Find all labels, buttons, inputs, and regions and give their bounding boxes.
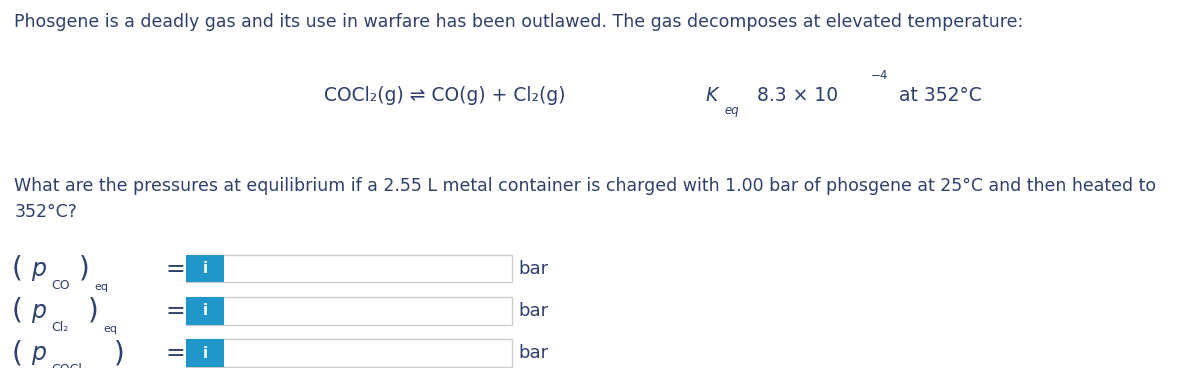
- Text: p: p: [31, 256, 47, 281]
- Text: ): ): [79, 255, 90, 283]
- Text: COCl₂: COCl₂: [52, 363, 88, 368]
- Text: =: =: [166, 256, 185, 281]
- Text: 8.3 × 10: 8.3 × 10: [751, 86, 839, 105]
- Text: at 352°C: at 352°C: [893, 86, 982, 105]
- Text: ): ): [114, 339, 125, 367]
- Text: =: =: [166, 299, 185, 323]
- Text: bar: bar: [518, 302, 548, 320]
- Text: eq: eq: [95, 282, 109, 292]
- FancyBboxPatch shape: [186, 297, 224, 325]
- FancyBboxPatch shape: [186, 339, 512, 367]
- Text: i: i: [203, 304, 208, 318]
- Text: i: i: [203, 261, 208, 276]
- Text: =: =: [166, 341, 185, 365]
- FancyBboxPatch shape: [186, 255, 512, 283]
- Text: (: (: [12, 339, 23, 367]
- Text: What are the pressures at equilibrium if a 2.55 L metal container is charged wit: What are the pressures at equilibrium if…: [14, 177, 1157, 221]
- Text: bar: bar: [518, 344, 548, 362]
- Text: (: (: [12, 297, 23, 325]
- Text: (: (: [12, 255, 23, 283]
- Text: bar: bar: [518, 260, 548, 277]
- FancyBboxPatch shape: [186, 297, 512, 325]
- Text: Cl₂: Cl₂: [52, 321, 68, 334]
- Text: CO: CO: [52, 279, 71, 292]
- FancyBboxPatch shape: [186, 339, 224, 367]
- Text: eq: eq: [725, 104, 739, 117]
- Text: ): ): [88, 297, 98, 325]
- FancyBboxPatch shape: [186, 255, 224, 283]
- Text: Phosgene is a deadly gas and its use in warfare has been outlawed. The gas decom: Phosgene is a deadly gas and its use in …: [14, 13, 1024, 31]
- Text: COCl₂(g) ⇌ CO(g) + Cl₂(g): COCl₂(g) ⇌ CO(g) + Cl₂(g): [324, 86, 565, 105]
- Text: i: i: [203, 346, 208, 361]
- Text: p: p: [31, 299, 47, 323]
- Text: eq: eq: [103, 324, 118, 335]
- Text: eq: eq: [130, 367, 144, 368]
- Text: p: p: [31, 341, 47, 365]
- Text: −4: −4: [871, 69, 888, 82]
- Text: K: K: [706, 86, 718, 105]
